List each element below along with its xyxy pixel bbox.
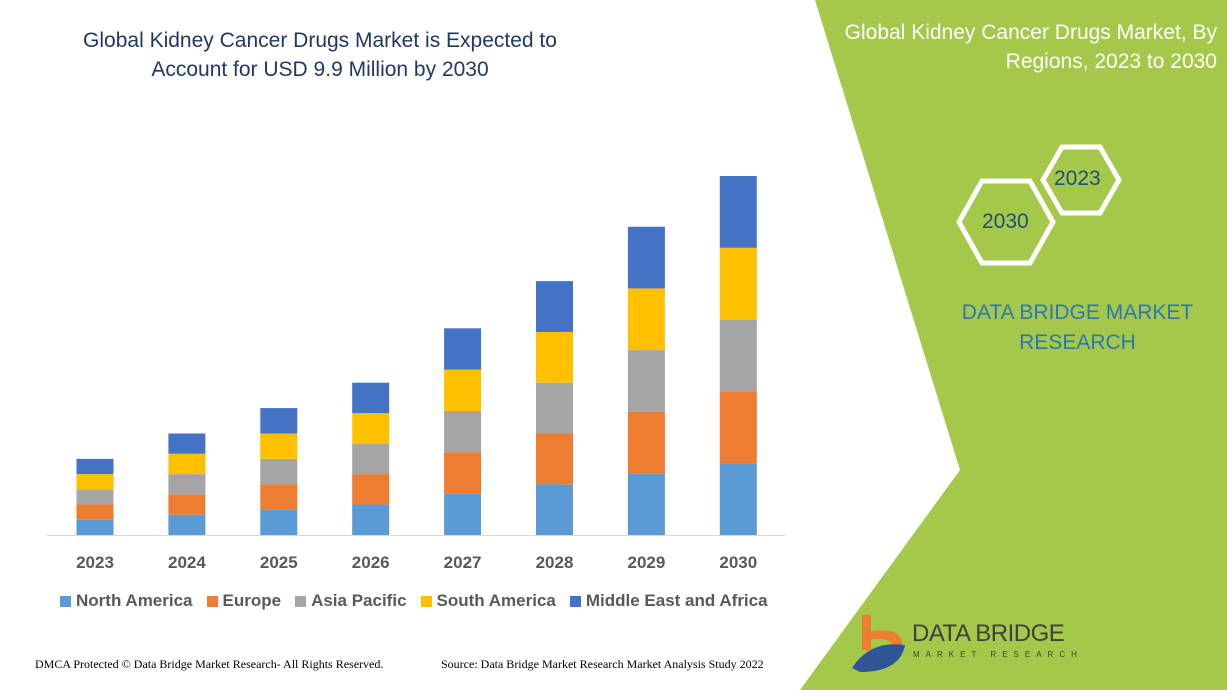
bar-segment [76,519,114,535]
bar-segment [260,509,298,535]
logo-tagline: MARKET RESEARCH [913,650,1083,659]
bar-segment [536,433,573,485]
hex-label-2030: 2030 [982,210,1029,233]
chart-title: Global Kidney Cancer Drugs Market is Exp… [83,29,557,81]
x-tick-label: 2026 [352,553,390,572]
legend-item: Middle East and Africa [569,591,768,611]
bar-segment [168,494,206,515]
bar-segment [76,458,114,475]
legend: North America Europe Asia Pacific South … [60,591,768,611]
logo-name: DATA BRIDGE [912,620,1065,647]
x-tick-label: 2028 [536,553,574,572]
bar-segment [627,288,665,351]
hexagon-2023 [1040,144,1122,216]
bar-segment [627,226,665,289]
bar-segment [168,514,206,535]
bar-segment [444,452,482,494]
hex-label-2023: 2023 [1054,167,1101,190]
bar-segment [76,504,114,520]
brand-text: DATA BRIDGE MARKET RESEARCH [961,301,1194,354]
bar-segment [627,473,665,535]
bar-segment [352,504,390,535]
bar-segment [352,474,390,505]
bar-segment [719,176,757,248]
bar-segment [260,433,298,459]
x-tick-label: 2025 [260,553,298,572]
bar-segment [352,382,390,414]
bar-segment [352,443,390,475]
footer-copyright: DMCA Protected © Data Bridge Market Rese… [35,657,384,671]
bar-segment [536,484,573,535]
footer-source: Source: Data Bridge Market Research Mark… [441,657,764,671]
bar-segment [627,411,665,474]
bar-segment [352,413,390,444]
bar-segment [536,281,573,332]
bar-segment [536,382,573,434]
bar-segment [444,328,482,370]
x-tick-label: 2024 [168,553,206,572]
green-panel [800,0,1227,690]
bar-segment [168,433,206,454]
bar-segment [76,474,114,490]
x-tick-label: 2030 [719,553,757,572]
bar-segment [719,247,757,320]
hexagon-2030 [956,178,1056,266]
x-tick-label: 2023 [76,553,114,572]
chart-area: 2023 2024 2025 2026 2027 2028 2029 2030 [47,176,785,572]
bar-segment [719,319,757,392]
side-title: Global Kidney Cancer Drugs Market, By Re… [844,21,1217,73]
bar-segment [719,391,757,464]
bar-segment [168,453,206,475]
bar-segment [444,493,482,535]
bar-segment [719,463,757,535]
legend-item: Europe [206,591,281,611]
legend-item: South America [420,591,556,611]
bar-segment [76,489,114,505]
x-tick-label: 2029 [627,553,665,572]
x-tick-label: 2027 [444,553,482,572]
bar-segment [260,484,298,510]
logo-mark-icon [852,615,905,672]
bar-segment [444,410,482,453]
bar-segment [444,369,482,411]
bar-segment [260,458,298,485]
bar-segment [260,408,298,434]
legend-item: Asia Pacific [295,591,407,611]
legend-item: North America [60,591,193,611]
bar-segment [627,350,665,412]
bar-segment [536,331,573,383]
bar-segment [168,474,206,495]
